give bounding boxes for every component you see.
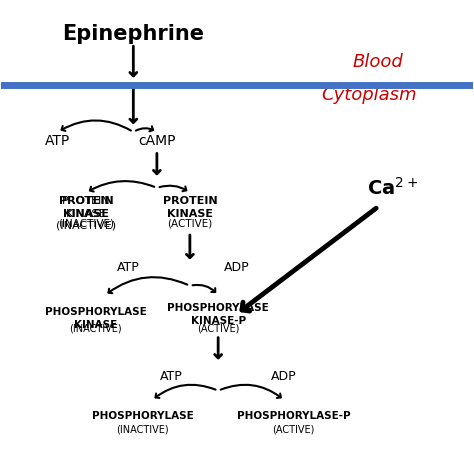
Text: (INACTIVE): (INACTIVE) <box>58 219 114 229</box>
Text: PHOSPHORYLASE-P: PHOSPHORYLASE-P <box>237 411 350 421</box>
Text: Ca$^{2+}$: Ca$^{2+}$ <box>367 177 418 199</box>
Text: (INACTIVE): (INACTIVE) <box>117 424 169 434</box>
Text: ATP: ATP <box>46 134 71 148</box>
Text: (ACTIVE): (ACTIVE) <box>197 324 239 333</box>
Text: cAMP: cAMP <box>138 134 176 148</box>
Text: (ACTIVE): (ACTIVE) <box>167 219 212 229</box>
Text: PHOSPHORYLASE: PHOSPHORYLASE <box>92 411 194 421</box>
Text: PHOSPHORYLASE
KINASE-P: PHOSPHORYLASE KINASE-P <box>167 303 269 326</box>
Text: PHOSPHORYLASE
KINASE: PHOSPHORYLASE KINASE <box>45 307 146 330</box>
Text: (ACTIVE): (ACTIVE) <box>273 424 315 434</box>
Text: ADP: ADP <box>224 261 250 273</box>
Text: (INACTIVE): (INACTIVE) <box>69 324 122 333</box>
Text: ADP: ADP <box>271 370 297 383</box>
Text: PROTEIN
KINASE: PROTEIN KINASE <box>59 196 113 219</box>
Text: PROTEIN
KINASE
(INACTIVE): PROTEIN KINASE (INACTIVE) <box>56 196 116 231</box>
Text: ATP: ATP <box>160 370 182 383</box>
Text: ATP: ATP <box>117 261 140 273</box>
Text: Cytoplasm: Cytoplasm <box>321 86 417 104</box>
Text: Blood: Blood <box>353 53 404 71</box>
Text: PROTEIN
KINASE: PROTEIN KINASE <box>163 196 217 219</box>
Text: Epinephrine: Epinephrine <box>63 24 204 44</box>
